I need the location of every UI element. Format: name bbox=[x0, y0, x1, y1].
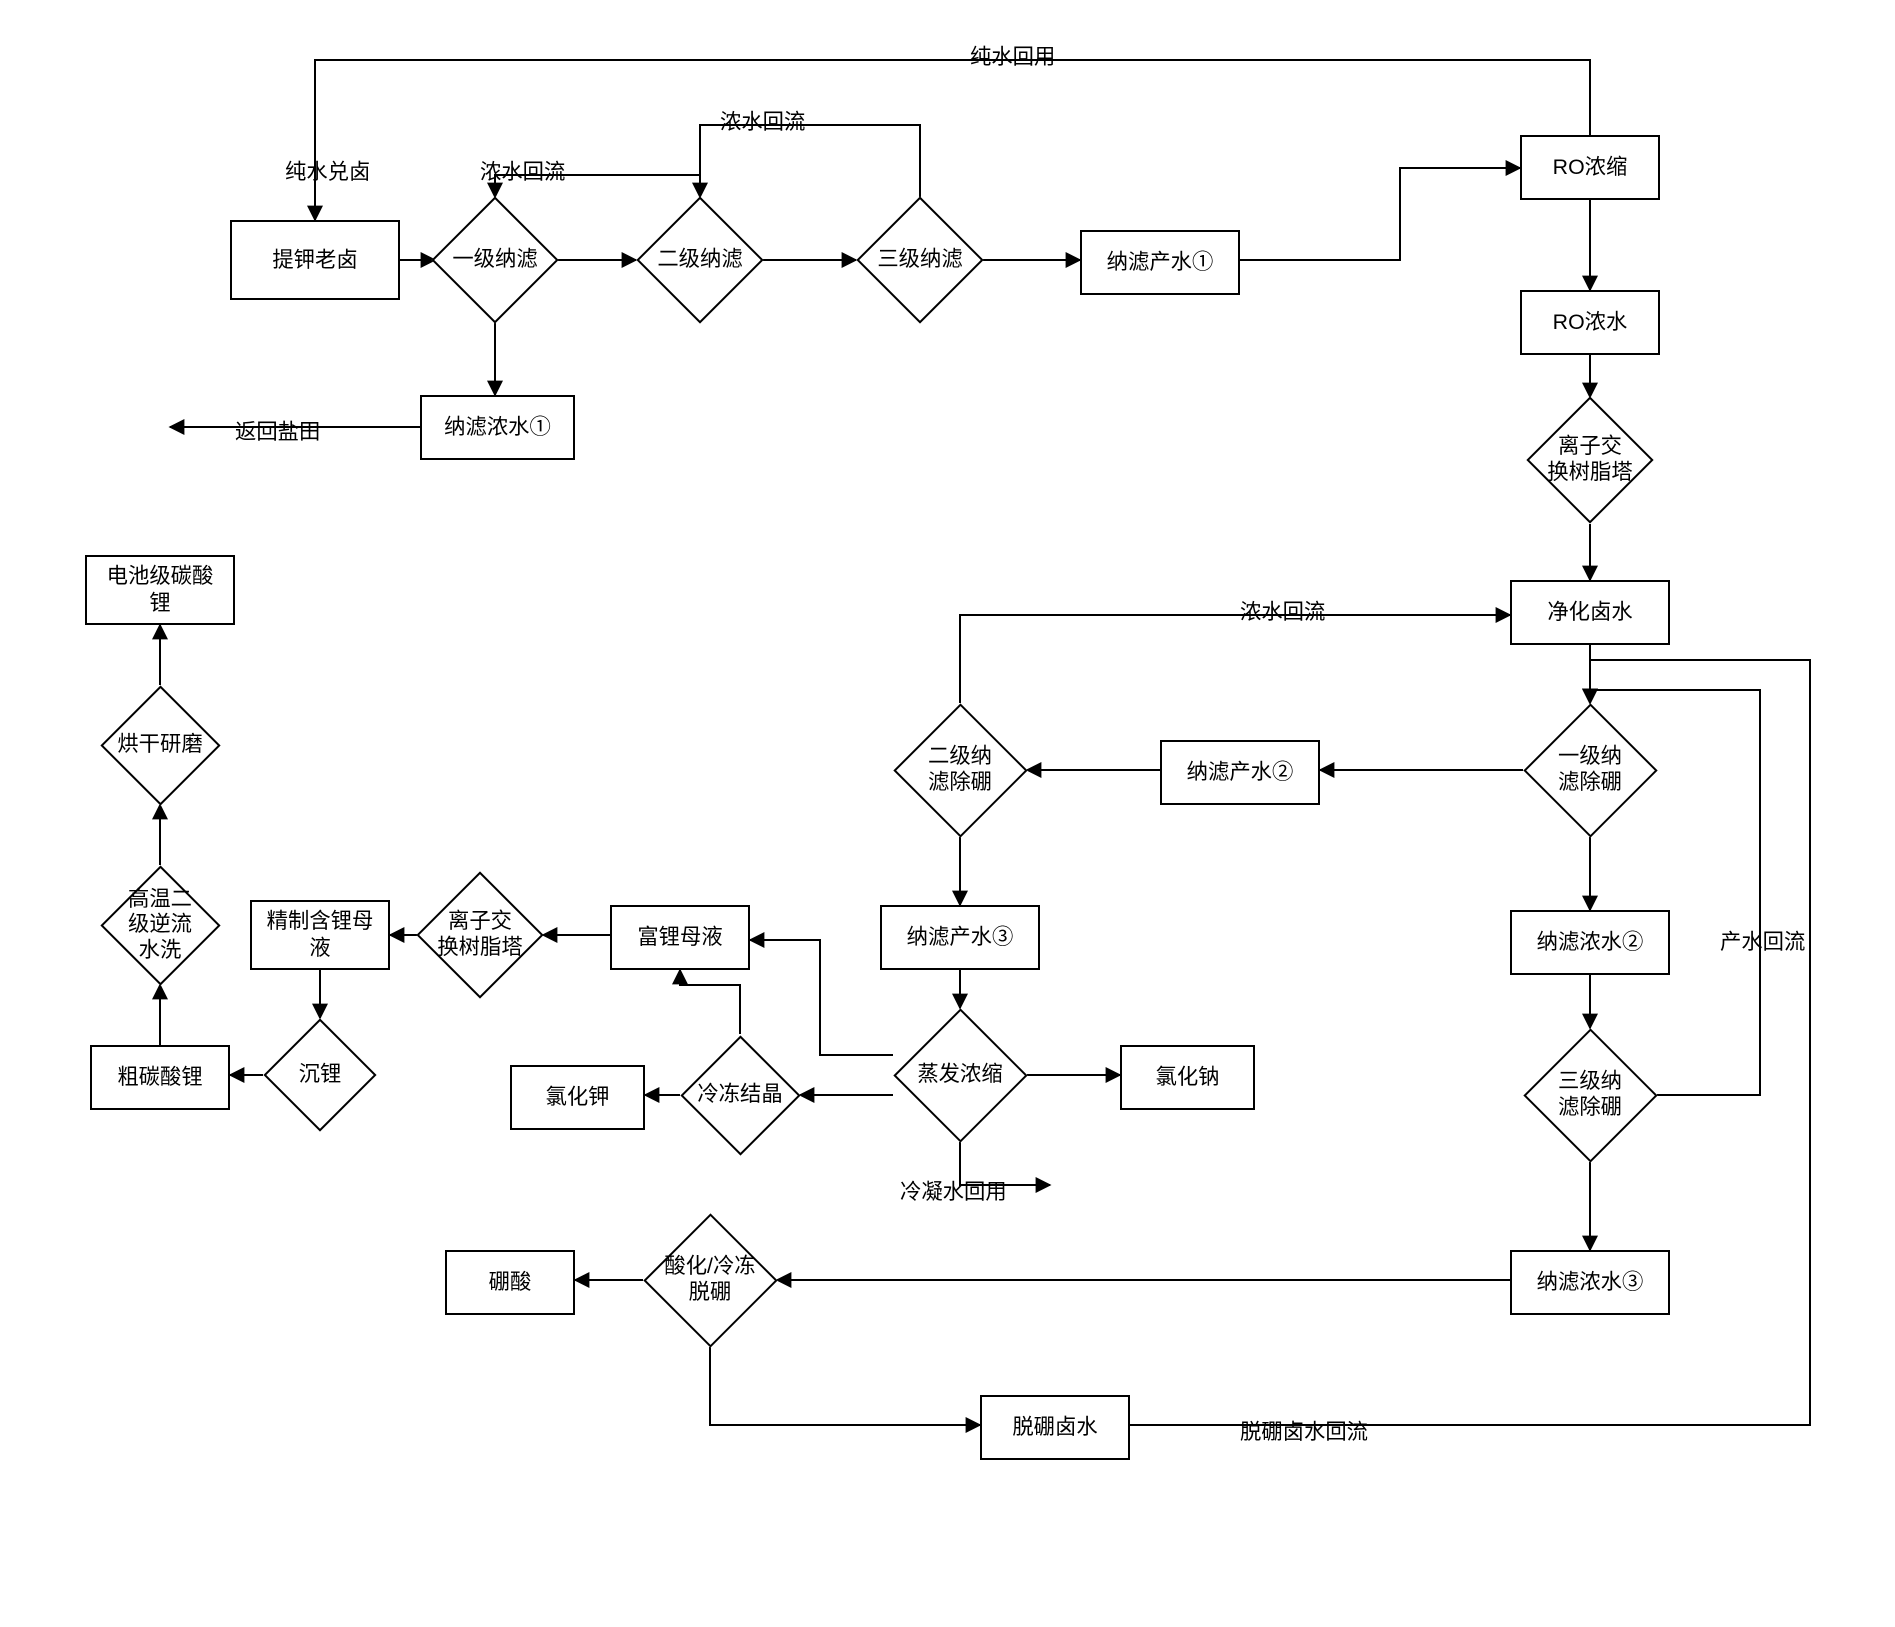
node-label: 纳滤浓水② bbox=[1537, 929, 1644, 956]
node-n_nf1: 一级纳滤 bbox=[450, 215, 540, 305]
node-n_deboron: 脱硼卤水 bbox=[980, 1395, 1130, 1460]
node-label: 纳滤浓水① bbox=[444, 414, 551, 441]
node-n_freeze: 冷冻结晶 bbox=[698, 1053, 783, 1138]
node-label: 高温二级逆流水洗 bbox=[92, 857, 228, 993]
node-label: 二级纳滤 bbox=[628, 188, 772, 332]
node-label: 二级纳滤除硼 bbox=[884, 694, 1036, 846]
edge-label-l_purewater: 纯水回用 bbox=[970, 40, 1055, 71]
node-n_nfb3: 三级纳滤除硼 bbox=[1543, 1048, 1638, 1143]
edge bbox=[680, 970, 740, 1034]
node-n_roconcwater: RO浓水 bbox=[1520, 290, 1660, 355]
edge-label-l_chunshui: 纯水兑卤 bbox=[285, 155, 370, 186]
node-label: RO浓缩 bbox=[1553, 154, 1628, 181]
node-label: 纳滤浓水③ bbox=[1537, 1269, 1644, 1296]
node-label: 硼酸 bbox=[489, 1269, 532, 1296]
node-n_nfconc1: 纳滤浓水① bbox=[420, 395, 575, 460]
node-label: 纳滤产水② bbox=[1187, 759, 1294, 786]
node-n_refined: 精制含锂母液 bbox=[250, 900, 390, 970]
node-label: 净化卤水 bbox=[1547, 599, 1632, 626]
node-n_acidfreeze: 酸化/冷冻脱硼 bbox=[663, 1233, 758, 1328]
node-label: 脱硼卤水 bbox=[1012, 1414, 1097, 1441]
node-n_iex2: 离子交换树脂塔 bbox=[435, 890, 525, 980]
node-label: 酸化/冷冻脱硼 bbox=[634, 1204, 786, 1356]
edge bbox=[710, 1347, 980, 1425]
node-n_nacl: 氯化钠 bbox=[1120, 1045, 1255, 1110]
node-label: 纳滤产水③ bbox=[907, 924, 1014, 951]
node-n_nfb1: 一级纳滤除硼 bbox=[1543, 723, 1638, 818]
edge-label-l_recycle1: 浓水回流 bbox=[480, 155, 565, 186]
node-n_hotwash: 高温二级逆流水洗 bbox=[118, 883, 203, 968]
node-n_permeate1: 纳滤产水① bbox=[1080, 230, 1240, 295]
flowchart-canvas: 提钾老卤一级纳滤二级纳滤三级纳滤纳滤产水①RO浓缩RO浓水离子交换树脂塔净化卤水… bbox=[0, 0, 1895, 1627]
node-n_battery: 电池级碳酸锂 bbox=[85, 555, 235, 625]
node-n_purified: 净化卤水 bbox=[1510, 580, 1670, 645]
edge-label-l_condreuse: 冷凝水回用 bbox=[900, 1175, 1007, 1206]
edge-label-l_deboronret: 脱硼卤水回流 bbox=[1240, 1415, 1368, 1446]
node-n_drygrind: 烘干研磨 bbox=[118, 703, 203, 788]
node-label: 冷冻结晶 bbox=[672, 1027, 808, 1163]
node-label: 烘干研磨 bbox=[92, 677, 228, 813]
node-n_nfconc3: 纳滤浓水③ bbox=[1510, 1250, 1670, 1315]
node-label: 三级纳滤 bbox=[848, 188, 992, 332]
node-label: 纳滤产水① bbox=[1107, 249, 1214, 276]
node-n_evap: 蒸发浓缩 bbox=[913, 1028, 1008, 1123]
node-n_nf2: 二级纳滤 bbox=[655, 215, 745, 305]
node-label: RO浓水 bbox=[1553, 309, 1628, 336]
node-label: 蒸发浓缩 bbox=[884, 999, 1036, 1151]
node-label: 三级纳滤除硼 bbox=[1514, 1019, 1666, 1171]
edge-label-l_recycle2: 浓水回流 bbox=[720, 105, 805, 136]
node-label: 提钾老卤 bbox=[272, 247, 357, 274]
node-label: 离子交换树脂塔 bbox=[1518, 388, 1662, 532]
edge-label-l_returnsalt: 返回盐田 bbox=[235, 415, 320, 446]
node-label: 精制含锂母液 bbox=[267, 908, 374, 961]
node-label: 沉锂 bbox=[256, 1011, 384, 1139]
node-n_nf3: 三级纳滤 bbox=[875, 215, 965, 305]
node-label: 电池级碳酸锂 bbox=[107, 563, 214, 616]
node-n_nfconc2: 纳滤浓水② bbox=[1510, 910, 1670, 975]
node-n_limother: 富锂母液 bbox=[610, 905, 750, 970]
node-label: 氯化钠 bbox=[1156, 1064, 1220, 1091]
node-label: 离子交换树脂塔 bbox=[408, 863, 552, 1007]
node-label: 氯化钾 bbox=[546, 1084, 610, 1111]
node-n_kcl: 氯化钾 bbox=[510, 1065, 645, 1130]
node-n_crude: 粗碳酸锂 bbox=[90, 1045, 230, 1110]
edge bbox=[960, 615, 1510, 703]
edge-label-l_prodreturn: 产水回流 bbox=[1720, 925, 1805, 956]
edge-label-l_recycle3: 浓水回流 bbox=[1240, 595, 1325, 626]
node-label: 一级纳滤 bbox=[423, 188, 567, 332]
node-label: 一级纳滤除硼 bbox=[1514, 694, 1666, 846]
node-n_iex1: 离子交换树脂塔 bbox=[1545, 415, 1635, 505]
node-n_shenli: 沉锂 bbox=[280, 1035, 360, 1115]
node-n_nfprod2: 纳滤产水② bbox=[1160, 740, 1320, 805]
node-n_tijia: 提钾老卤 bbox=[230, 220, 400, 300]
node-n_nfprod3: 纳滤产水③ bbox=[880, 905, 1040, 970]
node-n_roconc: RO浓缩 bbox=[1520, 135, 1660, 200]
node-n_nfb2: 二级纳滤除硼 bbox=[913, 723, 1008, 818]
edge bbox=[1240, 168, 1520, 260]
node-n_boric: 硼酸 bbox=[445, 1250, 575, 1315]
node-label: 粗碳酸锂 bbox=[117, 1064, 202, 1091]
node-label: 富锂母液 bbox=[637, 924, 722, 951]
